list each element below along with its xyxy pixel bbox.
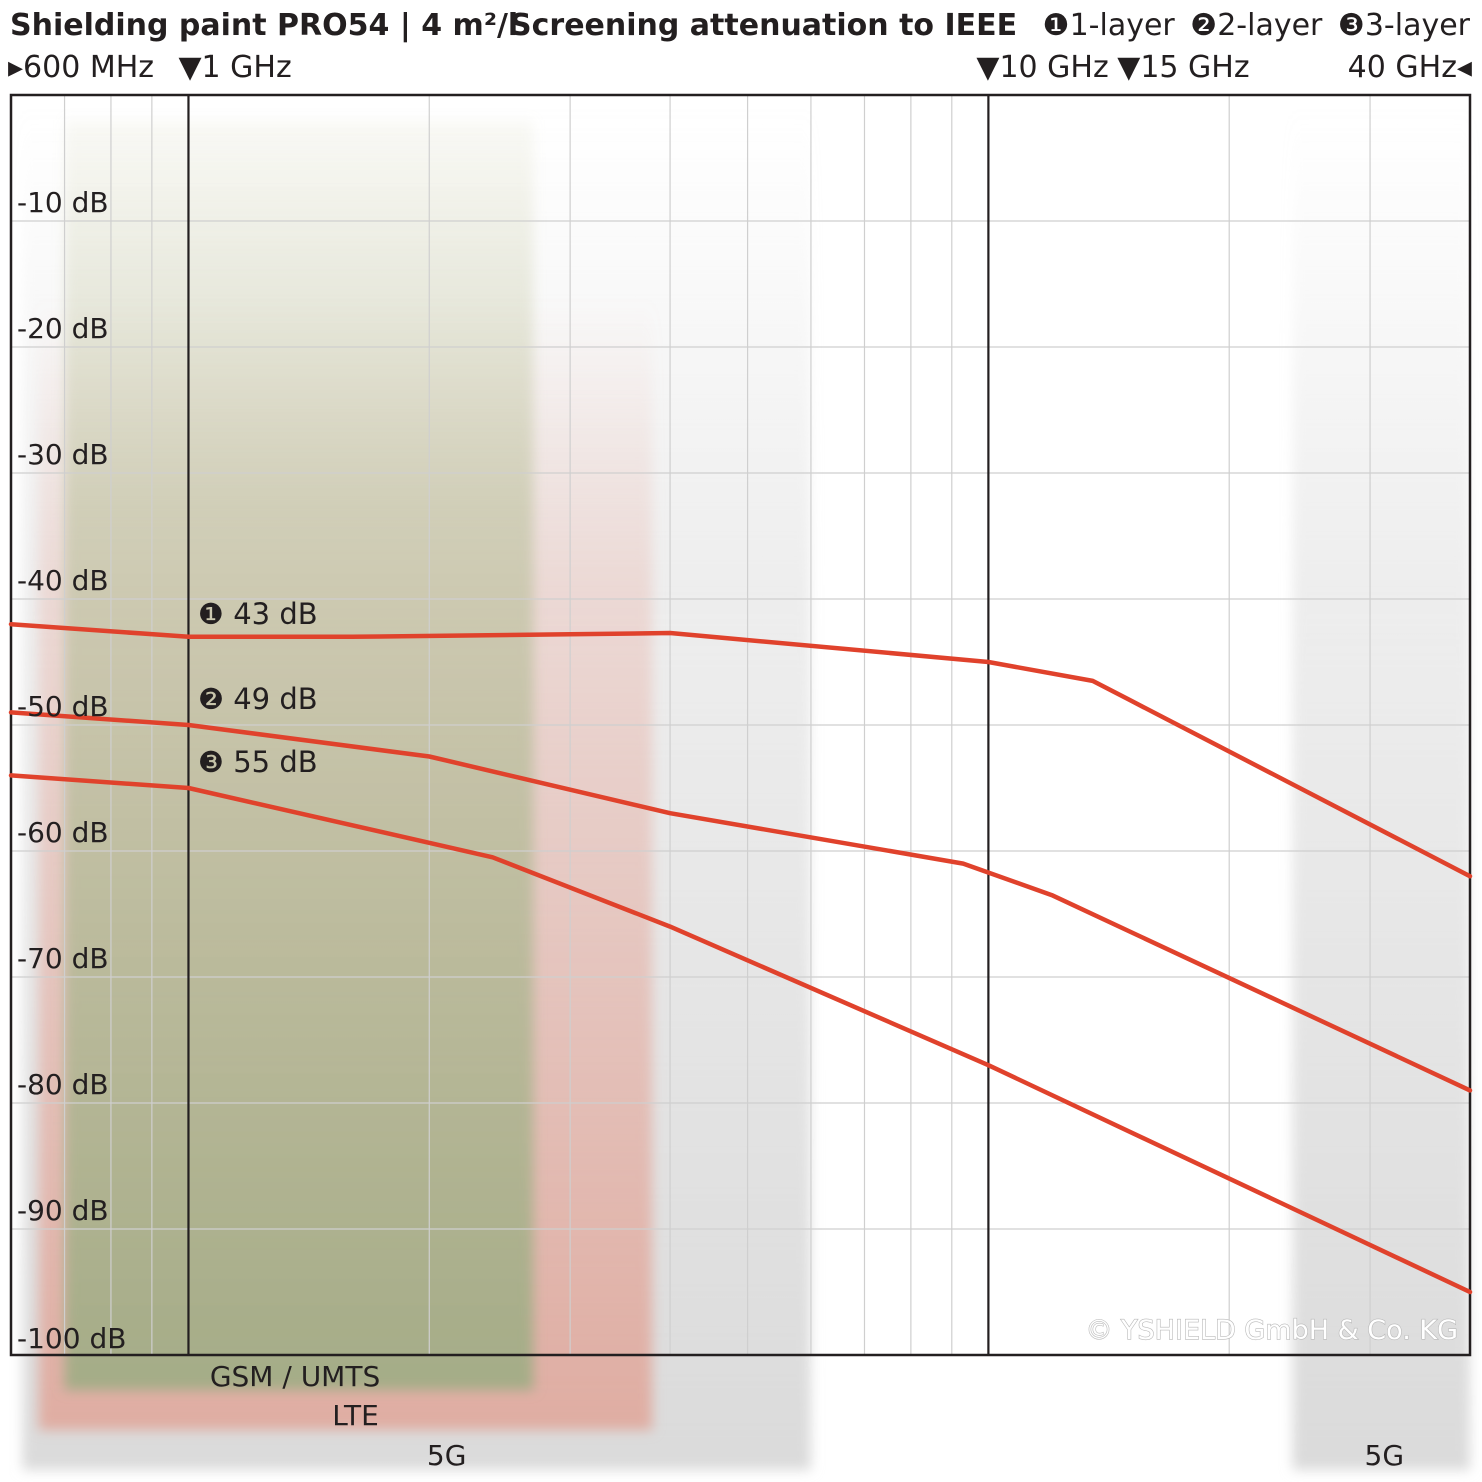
- band-label-3: 5G: [1365, 1439, 1405, 1472]
- y-tick-label: -90 dB: [17, 1194, 109, 1227]
- frequency-bands: [22, 110, 1470, 1470]
- chart-title: Shielding paint PRO54 | 4 m²/l: [10, 8, 519, 43]
- series-annotation-3: ❸ 55 dB: [198, 745, 318, 779]
- y-tick-label: -10 dB: [17, 186, 109, 219]
- series-lines: [8, 621, 1473, 1295]
- legend-entry-2-layer: ❷2-layer: [1190, 8, 1323, 43]
- y-tick-label: -20 dB: [17, 312, 109, 345]
- band-label-2: 5G: [427, 1439, 467, 1472]
- marker-600mhz: ▸600 MHz: [8, 50, 155, 85]
- y-tick-label: -60 dB: [17, 816, 109, 849]
- band-label-1: LTE: [332, 1399, 379, 1432]
- marker-15ghz: ▼15 GHz: [1117, 50, 1250, 85]
- band-3: [1292, 110, 1470, 1470]
- chart-labels: -10 dB -20 dB -30 dB -40 dB -50 dB -60 dB -70 …: [17, 186, 1459, 1472]
- series-line-3: [8, 773, 1473, 1295]
- band-0: [64, 120, 534, 1390]
- series-annotation-1: ❶ 43 dB: [198, 597, 318, 631]
- series-line-1: [8, 621, 1473, 879]
- y-tick-label: -30 dB: [17, 438, 109, 471]
- marker-40ghz: 40 GHz◂: [1347, 50, 1472, 85]
- legend-entry-3-layer: ❸3-layer: [1337, 8, 1470, 43]
- y-tick-label: -50 dB: [17, 690, 109, 723]
- series-line-2: [8, 710, 1473, 1093]
- marker-1ghz: ▼1 GHz: [178, 50, 292, 85]
- y-tick-label: -80 dB: [17, 1068, 109, 1101]
- legend-title: Screening attenuation to IEEE: [510, 8, 1018, 43]
- copyright-notice: © YSHIELD GmbH & Co. KG: [1085, 1315, 1458, 1346]
- y-tick-label: -100 dB: [17, 1322, 126, 1355]
- plot-frame: [9, 93, 1472, 1357]
- series-annotation-2: ❷ 49 dB: [198, 682, 318, 716]
- marker-10ghz: ▼10 GHz: [976, 50, 1109, 85]
- band-label-0: GSM / UMTS: [210, 1360, 380, 1393]
- legend-entry-1-layer: ❶1-layer: [1042, 8, 1175, 43]
- y-tick-label: -40 dB: [17, 564, 109, 597]
- legend: Screening attenuation to IEEE ❶1-layer ❷…: [510, 8, 1470, 43]
- y-tick-label: -70 dB: [17, 942, 109, 975]
